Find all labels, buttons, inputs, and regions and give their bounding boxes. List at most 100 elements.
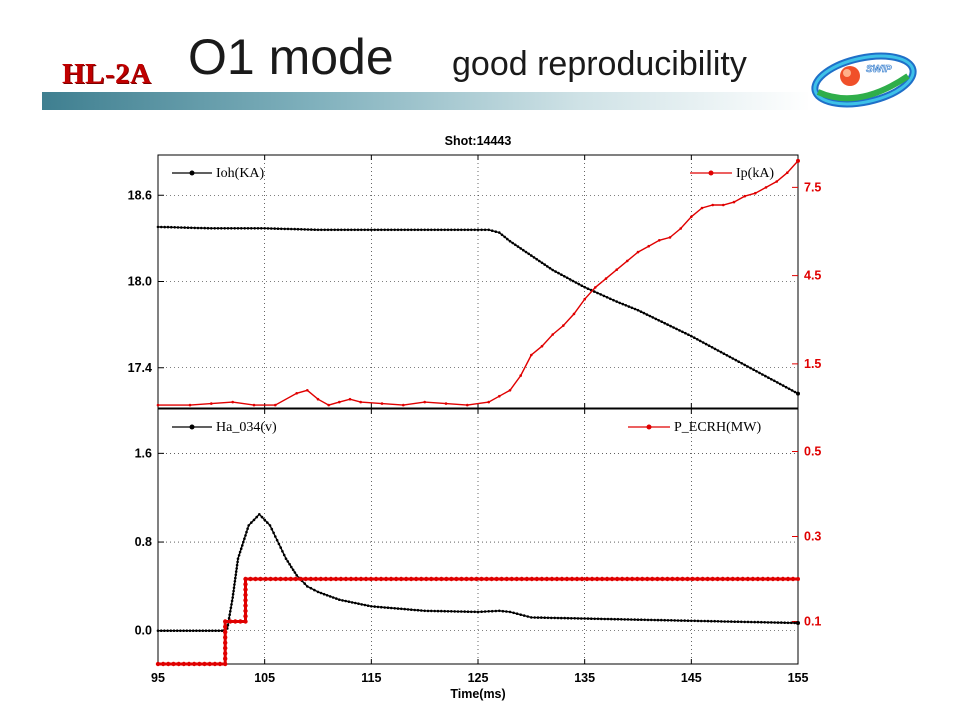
data-point bbox=[480, 228, 483, 232]
data-point bbox=[443, 228, 447, 232]
data-point bbox=[786, 171, 789, 174]
data-point bbox=[530, 353, 533, 357]
data-point bbox=[409, 576, 414, 582]
data-point bbox=[450, 610, 453, 613]
data-point bbox=[519, 576, 524, 582]
data-point bbox=[602, 294, 606, 298]
data-point bbox=[620, 618, 623, 621]
data-point bbox=[188, 403, 192, 407]
data-point bbox=[350, 228, 353, 232]
data-point bbox=[654, 317, 658, 321]
data-point bbox=[636, 250, 640, 254]
data-point bbox=[278, 576, 283, 582]
data-point bbox=[453, 610, 457, 613]
data-point bbox=[290, 565, 293, 569]
data-point bbox=[436, 228, 440, 232]
data-point bbox=[740, 362, 743, 365]
data-point bbox=[606, 617, 610, 621]
data-point bbox=[277, 542, 281, 546]
data-point bbox=[504, 576, 509, 582]
data-point bbox=[466, 228, 470, 232]
data-point bbox=[573, 617, 576, 620]
data-point bbox=[651, 316, 655, 319]
tick-label-right: 0.1 bbox=[804, 615, 821, 629]
data-point bbox=[760, 620, 763, 624]
logo-text: SWIP bbox=[866, 64, 892, 75]
data-point bbox=[732, 200, 736, 204]
data-point bbox=[313, 228, 317, 231]
data-point bbox=[300, 228, 303, 231]
data-point bbox=[643, 618, 646, 622]
data-point bbox=[565, 276, 569, 280]
data-point bbox=[207, 629, 211, 632]
data-point bbox=[247, 524, 250, 527]
data-point bbox=[780, 576, 786, 582]
data-point bbox=[743, 620, 746, 624]
data-point bbox=[274, 535, 277, 538]
data-point bbox=[230, 227, 233, 230]
data-point bbox=[399, 576, 404, 582]
data-point bbox=[420, 609, 423, 612]
data-point bbox=[642, 311, 646, 315]
data-point bbox=[494, 230, 498, 233]
data-point bbox=[316, 397, 320, 401]
data-point bbox=[230, 603, 233, 606]
data-point bbox=[681, 330, 684, 334]
data-point bbox=[240, 227, 243, 230]
data-point bbox=[594, 286, 597, 289]
swip-logo: SWIP bbox=[808, 40, 920, 112]
data-point bbox=[358, 576, 364, 582]
data-point bbox=[534, 576, 539, 582]
data-point bbox=[571, 279, 575, 283]
data-point bbox=[586, 287, 590, 291]
data-point bbox=[290, 227, 293, 231]
data-point bbox=[393, 607, 397, 610]
data-point bbox=[701, 341, 705, 344]
data-point bbox=[298, 576, 303, 582]
data-point bbox=[500, 233, 504, 237]
data-point bbox=[366, 604, 370, 607]
data-point bbox=[260, 227, 263, 230]
data-point bbox=[400, 228, 403, 232]
data-point bbox=[776, 621, 780, 624]
data-point bbox=[229, 606, 233, 610]
data-point bbox=[430, 609, 433, 613]
data-point bbox=[793, 621, 796, 625]
data-point bbox=[226, 227, 230, 230]
data-point bbox=[574, 576, 580, 582]
data-point bbox=[570, 617, 573, 620]
data-point bbox=[402, 403, 405, 407]
data-point bbox=[344, 599, 348, 603]
data-point bbox=[313, 588, 316, 592]
data-point bbox=[413, 608, 417, 612]
data-point bbox=[243, 227, 246, 230]
legend-marker bbox=[646, 424, 652, 430]
data-point bbox=[370, 605, 373, 608]
data-point bbox=[722, 203, 725, 207]
data-point bbox=[383, 228, 387, 232]
data-point bbox=[636, 308, 640, 312]
data-point bbox=[243, 614, 248, 619]
data-point bbox=[579, 576, 585, 582]
data-point bbox=[233, 580, 237, 583]
data-point bbox=[536, 616, 540, 619]
data-point bbox=[341, 599, 344, 602]
data-point bbox=[243, 582, 248, 587]
data-point bbox=[228, 613, 231, 616]
data-point bbox=[580, 284, 584, 288]
data-point bbox=[778, 382, 782, 386]
data-point bbox=[370, 228, 373, 232]
data-point bbox=[577, 282, 581, 286]
tick-label-x: 95 bbox=[151, 671, 165, 685]
data-point bbox=[603, 617, 606, 621]
data-point bbox=[479, 576, 484, 582]
data-point bbox=[698, 339, 702, 343]
data-point bbox=[627, 305, 631, 308]
data-point bbox=[243, 592, 248, 598]
data-point bbox=[195, 629, 198, 632]
data-point bbox=[626, 259, 629, 263]
data-point bbox=[316, 228, 320, 232]
data-point bbox=[293, 571, 297, 574]
data-point bbox=[609, 297, 612, 301]
data-point bbox=[522, 614, 526, 617]
